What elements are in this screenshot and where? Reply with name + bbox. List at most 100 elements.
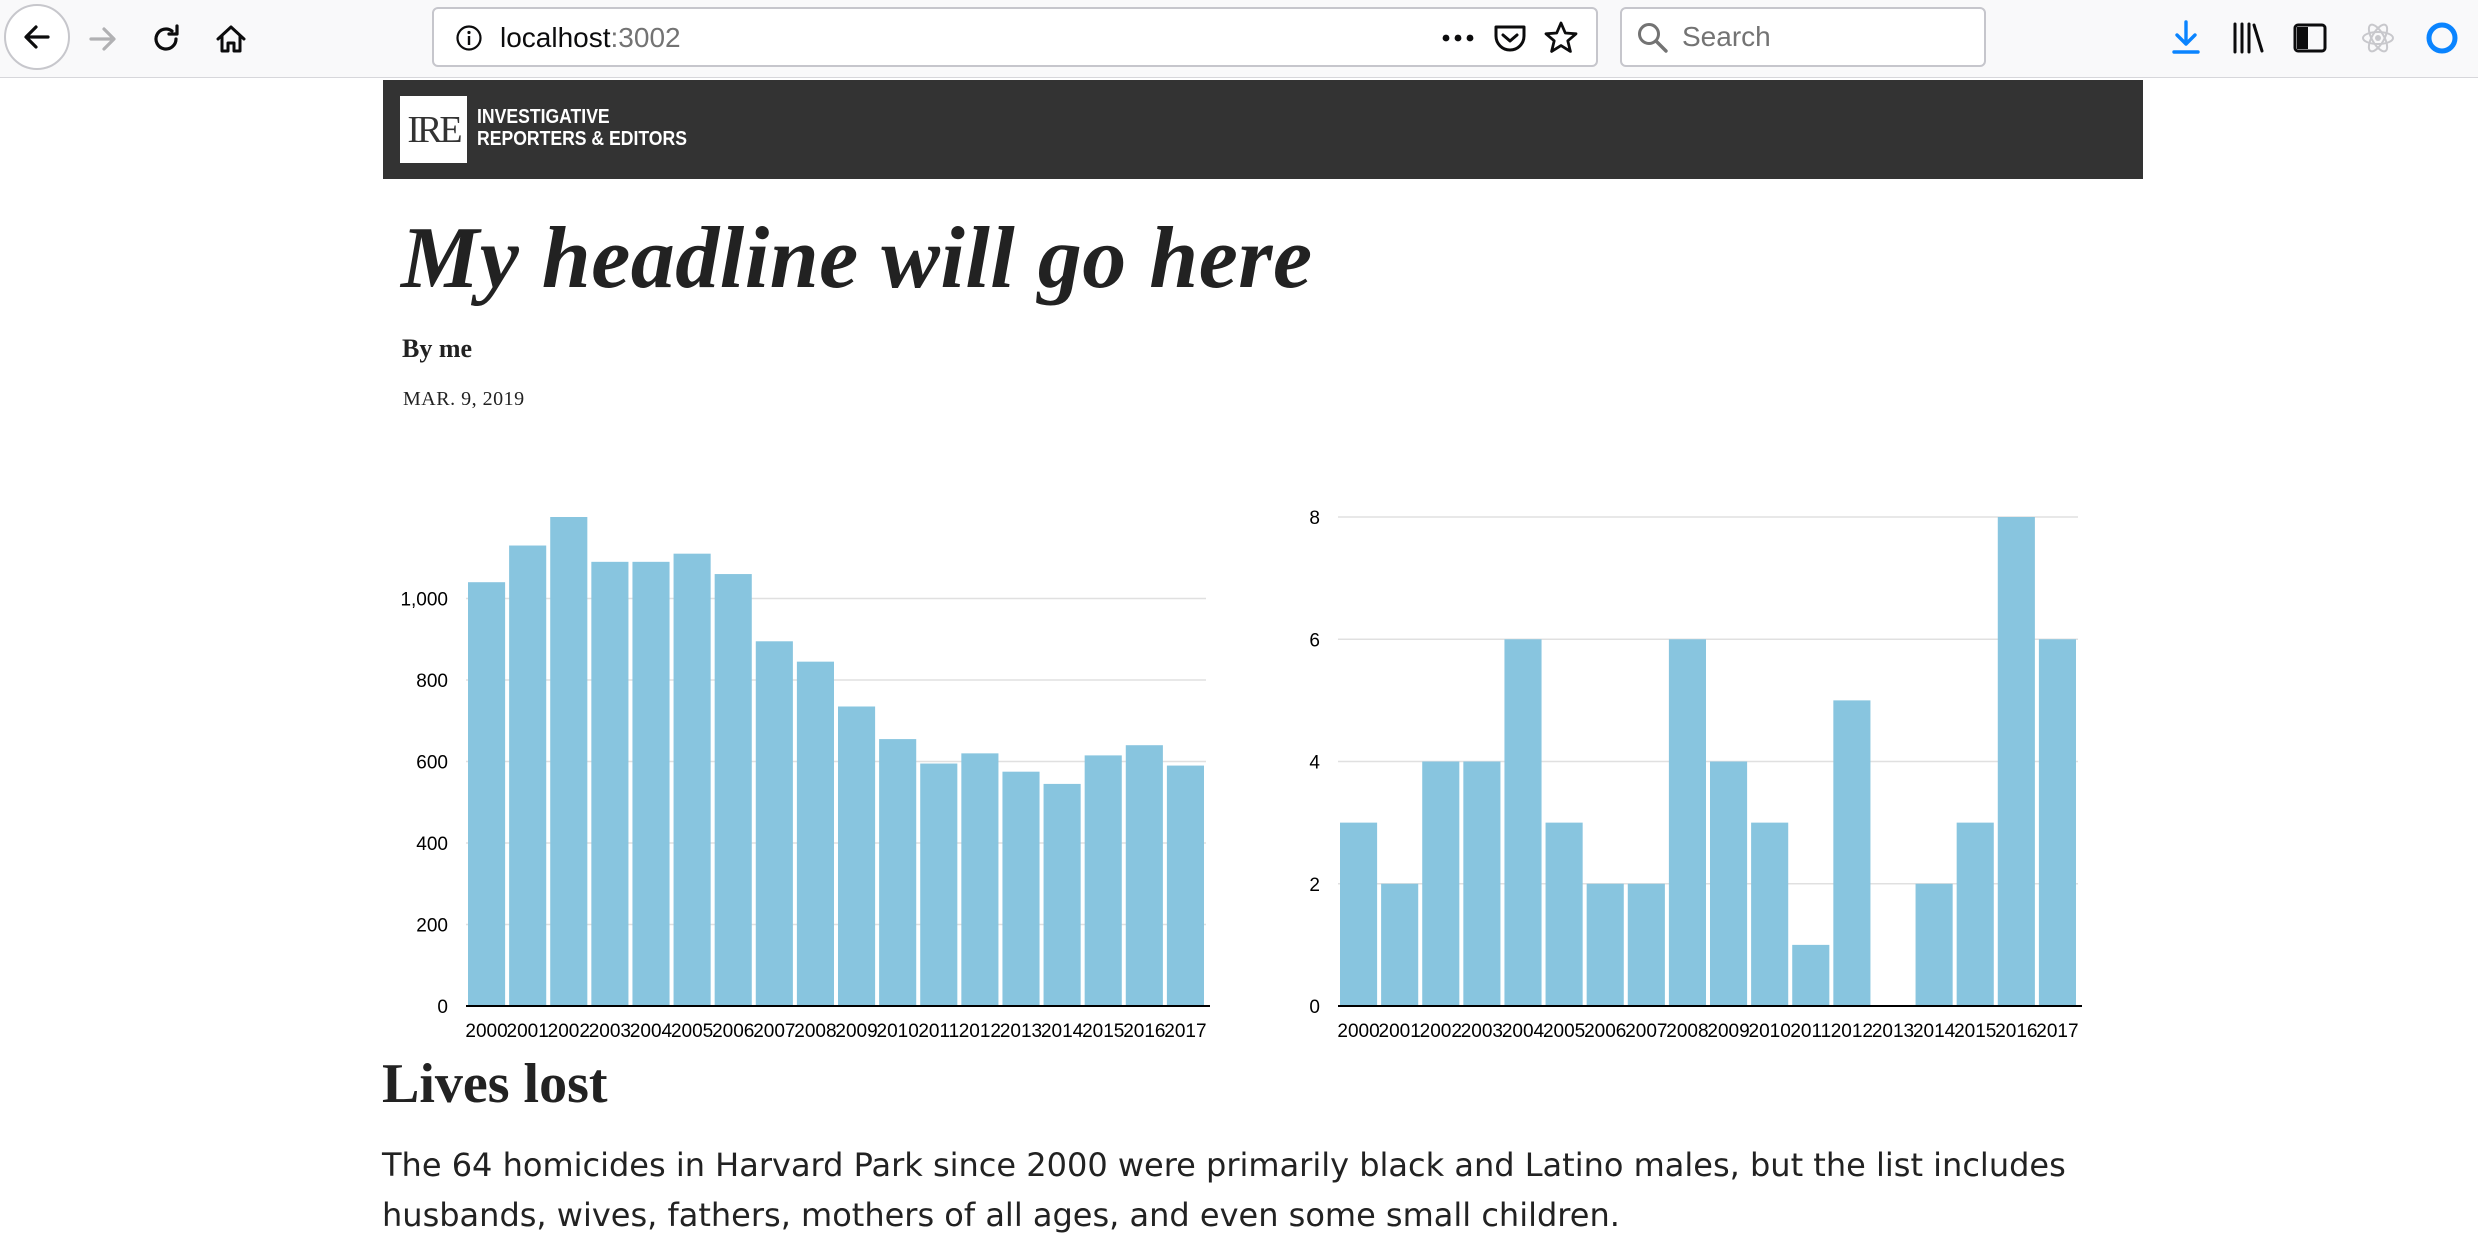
article-paragraph: The 64 homicides in Harvard Park since 2…	[382, 1146, 2066, 1234]
search-bar[interactable]	[1620, 7, 1986, 67]
x-tick-label: 2014	[1041, 1021, 1084, 1042]
bar-2002[interactable]	[550, 517, 588, 1006]
star-icon[interactable]	[1542, 19, 1580, 57]
reload-icon	[154, 24, 179, 51]
x-tick-label: 2014	[1913, 1021, 1956, 1042]
ire-logo[interactable]: IRE	[400, 96, 467, 163]
bar-2006[interactable]	[1586, 883, 1624, 1006]
x-tick-label: 2012	[1831, 1021, 1873, 1042]
bar-2010[interactable]	[879, 739, 917, 1006]
y-tick-label: 600	[416, 753, 448, 774]
x-tick-label: 2016	[1995, 1021, 2037, 1042]
bar-2011[interactable]	[1792, 944, 1830, 1006]
bar-2016[interactable]	[1125, 745, 1163, 1006]
x-tick-label: 2007	[753, 1021, 795, 1042]
x-tick-label: 2004	[1502, 1021, 1545, 1042]
bar-2007[interactable]	[755, 641, 793, 1006]
bar-2002[interactable]	[1422, 761, 1460, 1007]
bar-2003[interactable]	[591, 561, 629, 1006]
x-tick-label: 2015	[1082, 1021, 1124, 1042]
url-host: localhost	[500, 22, 611, 53]
y-tick-label: 200	[416, 916, 448, 937]
bar-2003[interactable]	[1463, 761, 1501, 1007]
x-tick-label: 2016	[1123, 1021, 1165, 1042]
bar-2009[interactable]	[838, 706, 876, 1006]
bar-2014[interactable]	[1043, 783, 1081, 1006]
url-text[interactable]: localhost:3002	[500, 22, 681, 54]
bar-2016[interactable]	[1997, 517, 2035, 1006]
x-tick-label: 2009	[1707, 1021, 1749, 1042]
react-devtools-icon[interactable]	[2358, 18, 2398, 58]
homicides-bar-chart-right: 0246820002001200220032004200520062007200…	[1309, 508, 2082, 1042]
bar-2005[interactable]	[673, 553, 711, 1006]
bar-2001[interactable]	[509, 545, 547, 1006]
more-horizontal-icon[interactable]	[1438, 21, 1478, 55]
download-icon[interactable]	[2166, 18, 2206, 58]
bar-2017[interactable]	[2038, 639, 2076, 1006]
reload-button[interactable]	[142, 14, 192, 64]
x-tick-label: 2013	[1000, 1021, 1042, 1042]
bar-2014[interactable]	[1915, 883, 1953, 1006]
bar-2011[interactable]	[920, 763, 958, 1006]
home-button[interactable]	[206, 14, 256, 64]
x-tick-label: 2005	[671, 1021, 713, 1042]
x-tick-label: 2004	[630, 1021, 673, 1042]
search-input[interactable]	[1682, 19, 1972, 55]
y-tick-label: 4	[1309, 753, 1320, 774]
bar-2009[interactable]	[1710, 761, 1748, 1007]
x-tick-label: 2003	[1461, 1021, 1503, 1042]
x-tick-label: 2008	[1666, 1021, 1708, 1042]
bar-2012[interactable]	[1833, 700, 1871, 1006]
bar-2006[interactable]	[714, 574, 752, 1006]
logo-wordmark[interactable]: INVESTIGATIVE REPORTERS & EDITORS	[477, 106, 687, 150]
browser-toolbar: localhost:3002	[0, 0, 2478, 78]
x-tick-label: 2001	[507, 1021, 549, 1042]
url-bar[interactable]: localhost:3002	[432, 7, 1598, 67]
bar-2000[interactable]	[1340, 822, 1378, 1006]
x-tick-label: 2006	[712, 1021, 754, 1042]
x-tick-label: 2011	[1790, 1021, 1831, 1042]
bar-2005[interactable]	[1545, 822, 1583, 1006]
back-button[interactable]	[4, 4, 70, 70]
forward-button[interactable]	[78, 14, 128, 64]
bar-2004[interactable]	[632, 561, 670, 1006]
x-tick-label: 2008	[794, 1021, 836, 1042]
bar-2015[interactable]	[1956, 822, 1994, 1006]
logo-letters: IRE	[407, 108, 462, 151]
bar-2000[interactable]	[468, 582, 506, 1006]
search-icon	[1638, 23, 1668, 53]
logo-line-1: INVESTIGATIVE	[477, 106, 610, 128]
account-icon[interactable]	[2422, 18, 2462, 58]
library-icon[interactable]	[2228, 18, 2268, 58]
bar-2004[interactable]	[1504, 639, 1542, 1006]
x-tick-label: 2010	[877, 1021, 919, 1042]
bar-2013[interactable]	[1002, 771, 1040, 1006]
x-tick-label: 2015	[1954, 1021, 1996, 1042]
bar-2007[interactable]	[1627, 883, 1665, 1006]
y-tick-label: 1,000	[400, 590, 448, 611]
sidebar-icon[interactable]	[2290, 18, 2330, 58]
bar-2008[interactable]	[796, 661, 834, 1006]
byline: By me	[402, 334, 473, 363]
x-tick-label: 2013	[1872, 1021, 1914, 1042]
bar-2017[interactable]	[1166, 765, 1204, 1006]
headline: My headline will go here	[401, 210, 1313, 307]
bar-2012[interactable]	[961, 753, 999, 1006]
y-tick-label: 2	[1309, 875, 1320, 896]
x-tick-label: 2007	[1625, 1021, 1667, 1042]
bar-2010[interactable]	[1751, 822, 1789, 1006]
arrow-left-icon	[24, 25, 50, 49]
x-tick-label: 2002	[548, 1021, 590, 1042]
bar-2008[interactable]	[1668, 639, 1706, 1006]
x-tick-label: 2012	[959, 1021, 1001, 1042]
y-tick-label: 0	[1309, 997, 1320, 1018]
y-tick-label: 8	[1309, 508, 1320, 529]
bar-2001[interactable]	[1381, 883, 1419, 1006]
x-tick-label: 2002	[1420, 1021, 1462, 1042]
bar-2015[interactable]	[1084, 755, 1122, 1006]
pocket-icon[interactable]	[1492, 21, 1528, 55]
info-icon[interactable]	[454, 23, 484, 53]
site-header: IRE INVESTIGATIVE REPORTERS & EDITORS	[383, 80, 2143, 179]
home-icon	[216, 25, 246, 53]
section-title: Lives lost	[382, 1053, 608, 1115]
